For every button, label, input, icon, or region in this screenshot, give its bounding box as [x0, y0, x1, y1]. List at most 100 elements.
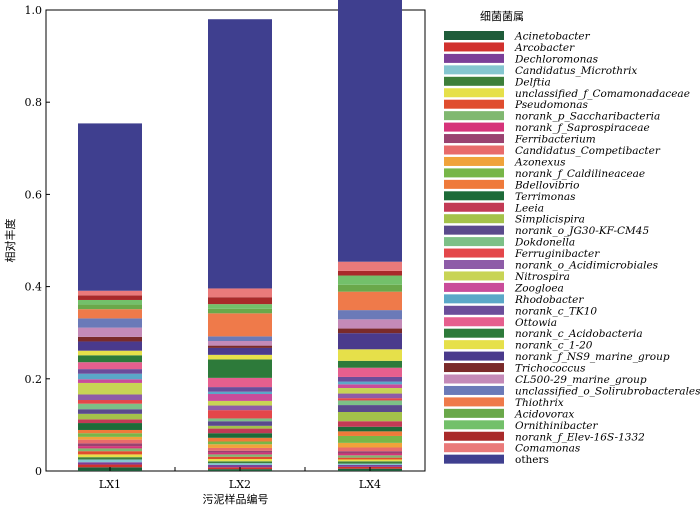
bar-segment — [338, 384, 402, 389]
legend-label: Azonexus — [514, 156, 566, 168]
bar-segment — [338, 451, 402, 454]
bar-segment — [338, 459, 402, 462]
x-axis: LX1 LX2 LX4 — [99, 467, 381, 491]
bar-segment — [78, 457, 142, 460]
legend-swatch — [444, 248, 504, 258]
bar-segment — [78, 403, 142, 410]
bar-segment — [78, 373, 142, 380]
legend-label: norank_f_Saprospiraceae — [515, 122, 650, 134]
bar-segment — [338, 457, 402, 460]
legend-title: 细菌菌属 — [480, 10, 524, 23]
bar-segment — [208, 377, 272, 388]
legend-swatch — [444, 443, 504, 453]
bar-segment — [208, 297, 272, 305]
y-axis: 0 0.2 0.4 0.6 0.8 1.0 — [25, 4, 50, 478]
legend-label: Rhodobacter — [514, 294, 584, 306]
bar-segment — [338, 393, 402, 399]
bar-segment — [78, 394, 142, 401]
bar-segment — [338, 421, 402, 427]
bar-segment — [78, 295, 142, 300]
bar-segment — [78, 341, 142, 351]
bar-segment — [78, 419, 142, 424]
bar-segment — [208, 450, 272, 453]
x-tick-label: LX1 — [99, 478, 121, 491]
legend-label: Candidatus_Competibacter — [515, 145, 661, 157]
bar-segment — [338, 349, 402, 361]
legend-label: Terrimonas — [515, 191, 576, 203]
bar-segment — [208, 308, 272, 314]
legend-swatch — [444, 328, 504, 338]
bar-segment — [208, 459, 272, 462]
bar-segment — [338, 328, 402, 334]
bar-segment — [208, 454, 272, 457]
bar-segment — [208, 288, 272, 298]
legend: 细菌菌属 AcinetobacterArcobacterDechloromona… — [444, 10, 700, 466]
y-tick-label: 1.0 — [25, 4, 43, 17]
legend-swatch — [444, 191, 504, 201]
bar-segment — [208, 359, 272, 378]
legend-swatch — [444, 260, 504, 269]
bar-segment — [78, 448, 142, 452]
legend-label: Trichococcus — [515, 363, 586, 375]
bar-stack-LX2 — [208, 19, 272, 471]
legend-label: Leeia — [514, 202, 544, 214]
bar-stack-LX1 — [78, 123, 142, 471]
bar-segment — [338, 405, 402, 412]
bar-segment — [338, 367, 402, 377]
legend-label: unclassified_f_Comamonadaceae — [515, 88, 690, 100]
y-tick-label: 0.8 — [25, 96, 43, 109]
y-tick-label: 0.6 — [25, 188, 43, 201]
legend-swatch — [444, 76, 504, 86]
bar-segment — [78, 462, 142, 465]
bar-segment — [78, 451, 142, 455]
bar-segment — [208, 447, 272, 451]
legend-label: norank_f_Elev-16S-1332 — [515, 431, 645, 443]
bar-segment — [338, 310, 402, 320]
legend-label: Dokdonella — [514, 237, 575, 249]
legend-label: Nitrospira — [514, 271, 570, 283]
y-tick-label: 0 — [35, 465, 42, 478]
legend-label: Acinetobacter — [514, 31, 591, 43]
bar-segment — [78, 350, 142, 356]
legend-swatch — [444, 237, 504, 247]
legend-label: Ferruginibacter — [514, 248, 600, 260]
bar-segment — [208, 391, 272, 395]
bar-segment — [78, 454, 142, 458]
bar-segment — [208, 354, 272, 360]
legend-swatch — [444, 145, 504, 155]
x-axis-title: 污泥样品编号 — [203, 492, 269, 506]
bar-segment — [338, 360, 402, 368]
legend-swatch — [444, 156, 504, 166]
bar-segment — [78, 309, 142, 319]
bar-segment — [338, 381, 402, 385]
legend-label: Ornithinibacter — [515, 420, 599, 432]
bar-segment — [78, 369, 142, 374]
bar-segment — [78, 429, 142, 434]
x-tick-label: LX2 — [229, 478, 251, 491]
bar-segment — [78, 290, 142, 296]
legend-label: norank_p_Saccharibacteria — [515, 111, 660, 123]
legend-label: norank_o_Acidimicrobiales — [515, 260, 659, 272]
legend-swatch — [444, 340, 504, 350]
legend-label: Simplicispira — [515, 214, 585, 226]
bar-segment — [208, 425, 272, 429]
bar-segment — [78, 362, 142, 370]
bar-stack-LX4 — [338, 0, 402, 471]
bar-segment — [78, 439, 142, 444]
legend-label: Acidovorax — [514, 408, 574, 420]
bar-segment — [78, 299, 142, 305]
legend-swatch — [444, 53, 504, 63]
legend-swatch — [444, 374, 504, 384]
bar-segment — [78, 336, 142, 342]
legend-label: Candidatus_Microthrix — [515, 65, 637, 77]
legend-swatch — [444, 88, 504, 98]
legend-label: Delftia — [514, 76, 551, 88]
bar-segment — [78, 355, 142, 363]
bar-segment — [338, 284, 402, 292]
legend-label: norank_f_NS9_marine_group — [515, 351, 670, 363]
bar-segment — [78, 436, 142, 440]
bar-segment — [208, 433, 272, 438]
legend-swatch — [444, 168, 504, 178]
bar-segment — [208, 441, 272, 445]
bar-segment — [208, 345, 272, 348]
